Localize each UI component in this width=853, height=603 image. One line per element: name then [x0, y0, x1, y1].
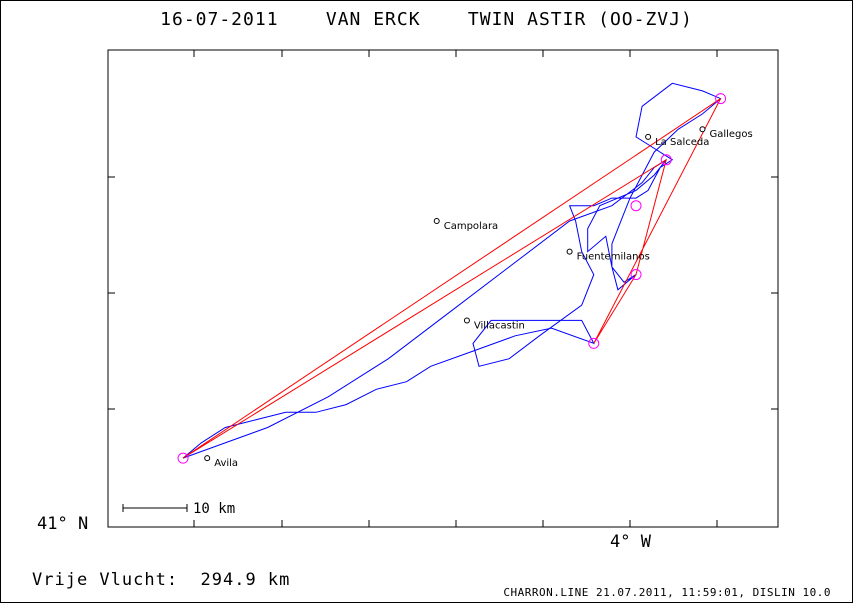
place-label: Campolara: [444, 221, 498, 232]
turnpoints-layer: [177, 93, 727, 464]
turnpoint-marker: [715, 93, 727, 105]
scale-bar: 10 km: [122, 501, 235, 517]
place-label: Villacastin: [474, 320, 525, 331]
turnpoint-marker: [660, 154, 672, 166]
places-layer: Avila Campolara Villacastin Fuentemilanos La…: [204, 126, 753, 469]
turnpoint-marker: [588, 337, 600, 349]
place-label: La Salceda: [655, 137, 709, 148]
lat-axis-label: 41° N: [37, 514, 89, 534]
map-border: [107, 49, 779, 528]
turnpoint-marker: [630, 200, 642, 212]
lon-axis-label: 4° W: [610, 532, 651, 552]
axis-ticks: [108, 50, 778, 527]
place-marker: [699, 126, 706, 133]
task-route: [182, 98, 722, 459]
turnpoint-marker: [177, 452, 189, 464]
place-marker: [566, 248, 573, 255]
turnpoint-marker: [630, 269, 642, 281]
place-label: Fuentemilanos: [577, 252, 650, 263]
place-label: Avila: [214, 458, 238, 469]
place-marker: [204, 455, 211, 462]
flight-title: 16-07-2011 VAN ERCK TWIN ASTIR (OO-ZVJ): [160, 9, 693, 30]
place-marker: [433, 218, 440, 224]
place-marker: [645, 133, 652, 140]
flight-track: [182, 82, 722, 459]
scale-bar-label: 10 km: [193, 501, 235, 517]
footer-info: CHARRON.LINE 21.07.2011, 11:59:01, DISLI…: [503, 586, 831, 599]
place-label: Gallegos: [709, 129, 752, 140]
place-marker: [463, 317, 470, 324]
free-flight-distance: Vrije Vlucht: 294.9 km: [32, 570, 291, 590]
